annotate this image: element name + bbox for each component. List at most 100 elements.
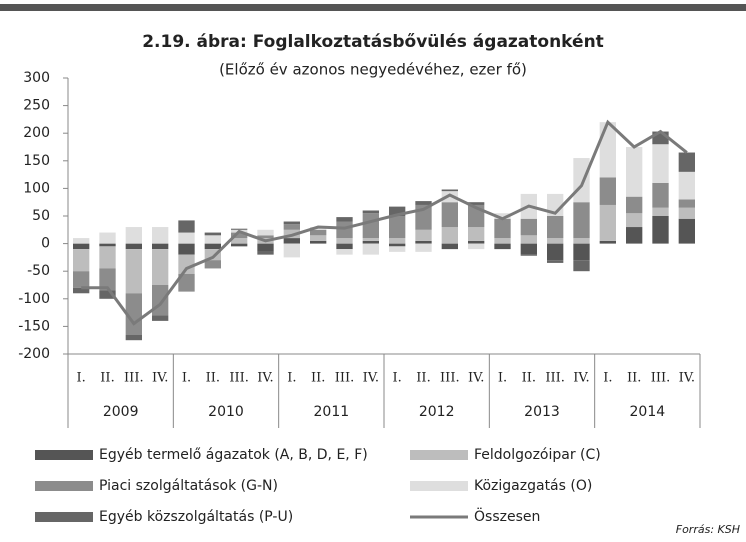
bar-segment bbox=[336, 243, 353, 250]
year-label: 2012 bbox=[419, 404, 455, 420]
total-line bbox=[81, 119, 688, 326]
x-tick-label: III. bbox=[229, 371, 249, 386]
x-tick-label: I. bbox=[77, 371, 86, 386]
bar-segment bbox=[626, 147, 643, 197]
bar-segment bbox=[415, 240, 432, 244]
source: Forrás: KSH bbox=[676, 523, 740, 536]
x-tick-label: II. bbox=[522, 371, 536, 386]
x-tick-label: III. bbox=[545, 371, 565, 386]
bar-segment bbox=[389, 206, 406, 216]
legend-label: Közigazgatás (O) bbox=[474, 478, 592, 494]
bar-segment bbox=[310, 240, 327, 244]
chart-title: 2.19. ábra: Foglalkoztatásbővülés ágazat… bbox=[142, 32, 604, 52]
x-tick-label: IV. bbox=[363, 371, 379, 386]
bar-segment bbox=[441, 243, 458, 250]
bar-segment bbox=[125, 243, 142, 250]
bar-segment bbox=[652, 182, 669, 208]
bar-segment bbox=[468, 243, 485, 250]
bar-segment bbox=[547, 243, 564, 261]
bar-segment bbox=[494, 238, 511, 244]
y-tick-label: -50 bbox=[27, 263, 50, 279]
y-tick-label: 250 bbox=[23, 98, 50, 114]
bar-segment bbox=[415, 243, 432, 252]
x-tick-label: III. bbox=[335, 371, 355, 386]
bar-segment bbox=[99, 243, 116, 247]
bar-segment bbox=[99, 232, 116, 244]
bar-segment bbox=[626, 196, 643, 214]
bar-segment bbox=[178, 254, 195, 274]
year-label: 2013 bbox=[524, 404, 560, 420]
bar-segment bbox=[573, 238, 590, 244]
bar-segment bbox=[678, 152, 695, 172]
bar-segment bbox=[178, 243, 195, 255]
bar-segment bbox=[257, 251, 274, 255]
bar-segment bbox=[415, 229, 432, 241]
bar-segment bbox=[468, 227, 485, 241]
bar-segment bbox=[204, 260, 221, 269]
bar-segment bbox=[520, 243, 537, 255]
legend-swatch bbox=[35, 450, 93, 460]
bar-segment bbox=[547, 238, 564, 244]
bar-segment bbox=[626, 227, 643, 244]
legend-label: Feldolgozóipar (C) bbox=[474, 447, 601, 463]
x-tick-label: I. bbox=[498, 371, 507, 386]
bar-segment bbox=[494, 243, 511, 250]
y-tick-label: 50 bbox=[32, 208, 50, 224]
bar-segment bbox=[547, 260, 564, 263]
bar-segment bbox=[152, 227, 169, 244]
bar-segment bbox=[178, 273, 195, 292]
bar-segment bbox=[389, 246, 406, 252]
x-tick-label: IV. bbox=[257, 371, 273, 386]
bar-segment bbox=[520, 235, 537, 244]
bar-segment bbox=[231, 228, 248, 230]
bar-segment bbox=[362, 238, 379, 241]
bar-segment bbox=[441, 189, 458, 192]
x-tick-label: I. bbox=[182, 371, 191, 386]
x-tick-label: I. bbox=[287, 371, 296, 386]
bar-segment bbox=[310, 235, 327, 241]
bar-segment bbox=[99, 290, 116, 299]
bar-segment bbox=[520, 254, 537, 256]
x-tick-label: III. bbox=[124, 371, 144, 386]
bar-segment bbox=[152, 249, 169, 285]
bar-segment bbox=[520, 218, 537, 236]
y-tick-label: -150 bbox=[18, 318, 50, 334]
bar-segment bbox=[204, 232, 221, 236]
bar-segment bbox=[494, 213, 511, 219]
bar-segment bbox=[547, 216, 564, 239]
bar-segment bbox=[152, 315, 169, 321]
bar-segment bbox=[257, 243, 274, 252]
bar-segment bbox=[652, 216, 669, 244]
bar-segment bbox=[152, 285, 169, 316]
bar-segment bbox=[125, 227, 142, 244]
bar-segment bbox=[389, 243, 406, 247]
bar-segment bbox=[573, 202, 590, 239]
bar-segment bbox=[573, 158, 590, 203]
bar-segment bbox=[389, 238, 406, 244]
bar-segment bbox=[362, 240, 379, 244]
bar-segment bbox=[73, 238, 90, 244]
bar-segment bbox=[573, 260, 590, 272]
bar-segment bbox=[599, 240, 616, 244]
y-tick-label: -200 bbox=[18, 346, 50, 362]
bar-segment bbox=[178, 232, 195, 244]
x-tick-label: IV. bbox=[679, 371, 695, 386]
y-tick-label: 300 bbox=[23, 70, 50, 86]
bar-segment bbox=[152, 243, 169, 250]
year-label: 2011 bbox=[314, 404, 350, 420]
bar-segment bbox=[599, 122, 616, 178]
bar-segment bbox=[257, 235, 274, 239]
bar-segment bbox=[678, 171, 695, 200]
x-tick-label: III. bbox=[651, 371, 671, 386]
bar-segment bbox=[441, 227, 458, 244]
x-tick-label: II. bbox=[311, 371, 325, 386]
x-tick-label: II. bbox=[206, 371, 220, 386]
bar-segment bbox=[178, 220, 195, 233]
year-label: 2010 bbox=[208, 404, 244, 420]
legend-label: Egyéb termelő ágazatok (A, B, D, E, F) bbox=[99, 447, 368, 463]
legend-swatch bbox=[35, 512, 93, 522]
bar-segment bbox=[678, 199, 695, 208]
bar-segment bbox=[468, 202, 485, 205]
bar-segment bbox=[362, 213, 379, 239]
